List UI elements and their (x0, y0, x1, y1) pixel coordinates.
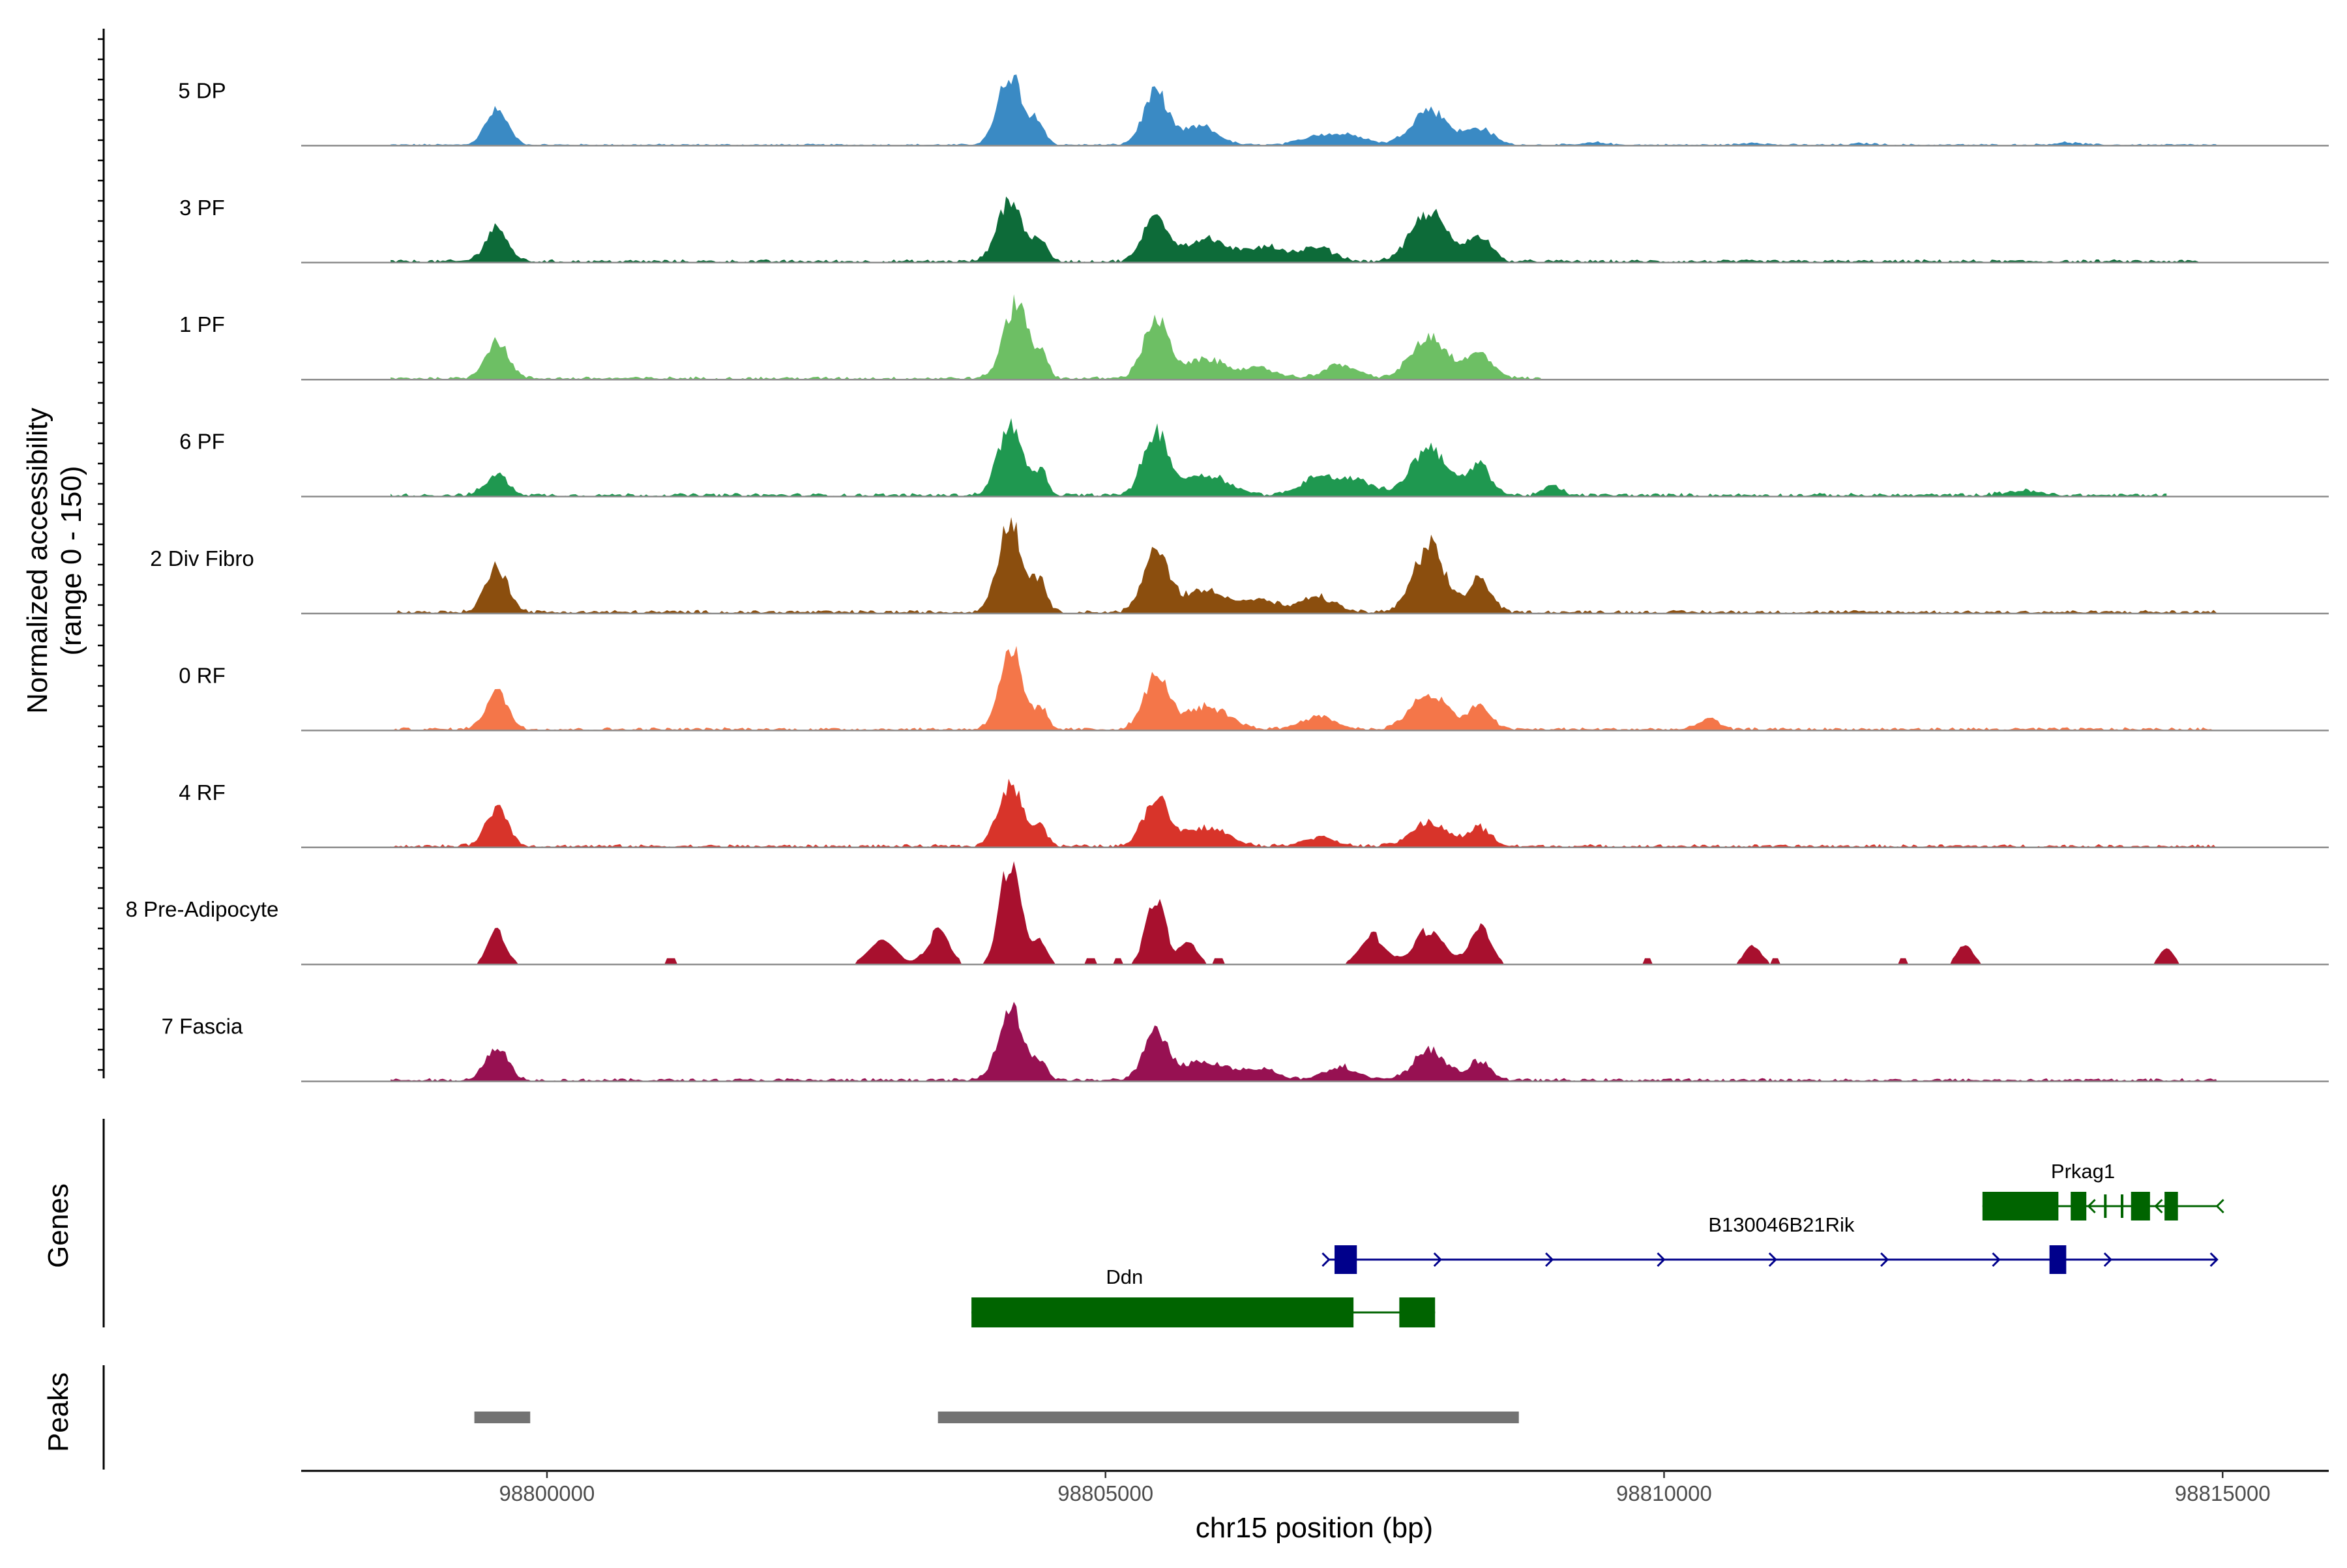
peaks-panel (102, 1365, 1519, 1470)
coverage-area (391, 74, 2217, 146)
strand-arrow (1321, 1252, 1331, 1267)
strand-arrow (1768, 1252, 1777, 1267)
gene-exon (1982, 1192, 2059, 1220)
track-label: 2 Div Fibro (150, 546, 254, 570)
track-label: 5 DP (178, 78, 226, 102)
strand-arrow (2215, 1198, 2224, 1214)
y-axis-title-line-1: Normalized accessibility (22, 407, 53, 713)
gene-exon (2164, 1192, 2178, 1220)
gene-b130046b21rik: B130046B21Rik (1321, 1213, 2219, 1274)
gene-exon (971, 1297, 1354, 1327)
strand-arrow (1992, 1252, 2001, 1267)
coverage-area (391, 861, 2217, 965)
track-label: 4 RF (179, 780, 226, 805)
gene-exon (2071, 1192, 2087, 1220)
track-0-rf: 0 RF (179, 645, 2329, 732)
peaks-axis-title: Peaks (42, 1372, 74, 1452)
gene-ddn: Ddn (971, 1265, 1436, 1327)
track-4-rf: 4 RF (179, 778, 2329, 849)
track-5-dp: 5 DP (178, 74, 2329, 147)
tracks-layer: 5 DP 3 PF 1 PF 6 PF 2 Div Fibro 0 RF 4 RF 8 Pre… (126, 74, 2329, 1082)
y-axis-title-line-2: (range 0 - 150) (55, 466, 87, 655)
gene-exon (2131, 1192, 2150, 1220)
genes-panel: Prkag1 B130046B21Rik Ddn (102, 1119, 2224, 1327)
coverage-area (391, 418, 2167, 497)
strand-arrow (2087, 1198, 2096, 1214)
track-label: 1 PF (179, 312, 225, 336)
gene-prkag1: Prkag1 (1982, 1160, 2224, 1220)
genes-axis-title: Genes (42, 1183, 74, 1268)
gene-exon (1334, 1245, 1357, 1274)
gene-label: B130046B21Rik (1708, 1213, 1855, 1236)
y-axis (98, 29, 105, 1078)
coverage-area (391, 1001, 2217, 1082)
gene-exon (1399, 1297, 1436, 1327)
strand-arrow (2103, 1252, 2112, 1267)
strand-arrow (1657, 1252, 1666, 1267)
coverage-area (391, 778, 2217, 848)
track-3-pf: 3 PF (179, 196, 2329, 264)
strand-arrow (2154, 1198, 2163, 1214)
strand-arrow (1880, 1252, 1889, 1267)
track-label: 0 RF (179, 663, 226, 687)
x-tick-label: 98815000 (2175, 1481, 2271, 1505)
coverage-area (391, 645, 2217, 731)
track-6-pf: 6 PF (179, 418, 2329, 497)
track-1-pf: 1 PF (179, 294, 2329, 381)
track-label: 8 Pre-Adipocyte (126, 897, 279, 921)
track-2-div-fibro: 2 Div Fibro (150, 517, 2329, 615)
x-tick-label: 98805000 (1057, 1481, 1153, 1505)
gene-exon (2049, 1245, 2067, 1274)
strand-arrow (2209, 1252, 2219, 1267)
strand-arrow (1433, 1252, 1442, 1267)
strand-arrow (1545, 1252, 1554, 1267)
track-label: 7 Fascia (162, 1014, 243, 1039)
track-label: 6 PF (179, 430, 225, 454)
peak-region (937, 1412, 1519, 1423)
gene-label: Ddn (1106, 1265, 1143, 1288)
peak-region (474, 1412, 531, 1423)
x-axis-title: chr15 position (bp) (1196, 1512, 1433, 1544)
x-tick-label: 98800000 (499, 1481, 595, 1505)
gene-label: Prkag1 (2051, 1160, 2115, 1183)
track-7-fascia: 7 Fascia (162, 1001, 2329, 1082)
coverage-area (391, 517, 2217, 614)
coverage-area (391, 294, 1541, 380)
coverage-area (391, 196, 2200, 263)
x-axis: 98800000 98805000 98810000 98815000 (301, 1470, 2329, 1505)
x-tick-label: 98810000 (1616, 1481, 1712, 1505)
track-label: 3 PF (179, 196, 225, 220)
track-8-pre-adipocyte: 8 Pre-Adipocyte (126, 861, 2329, 966)
